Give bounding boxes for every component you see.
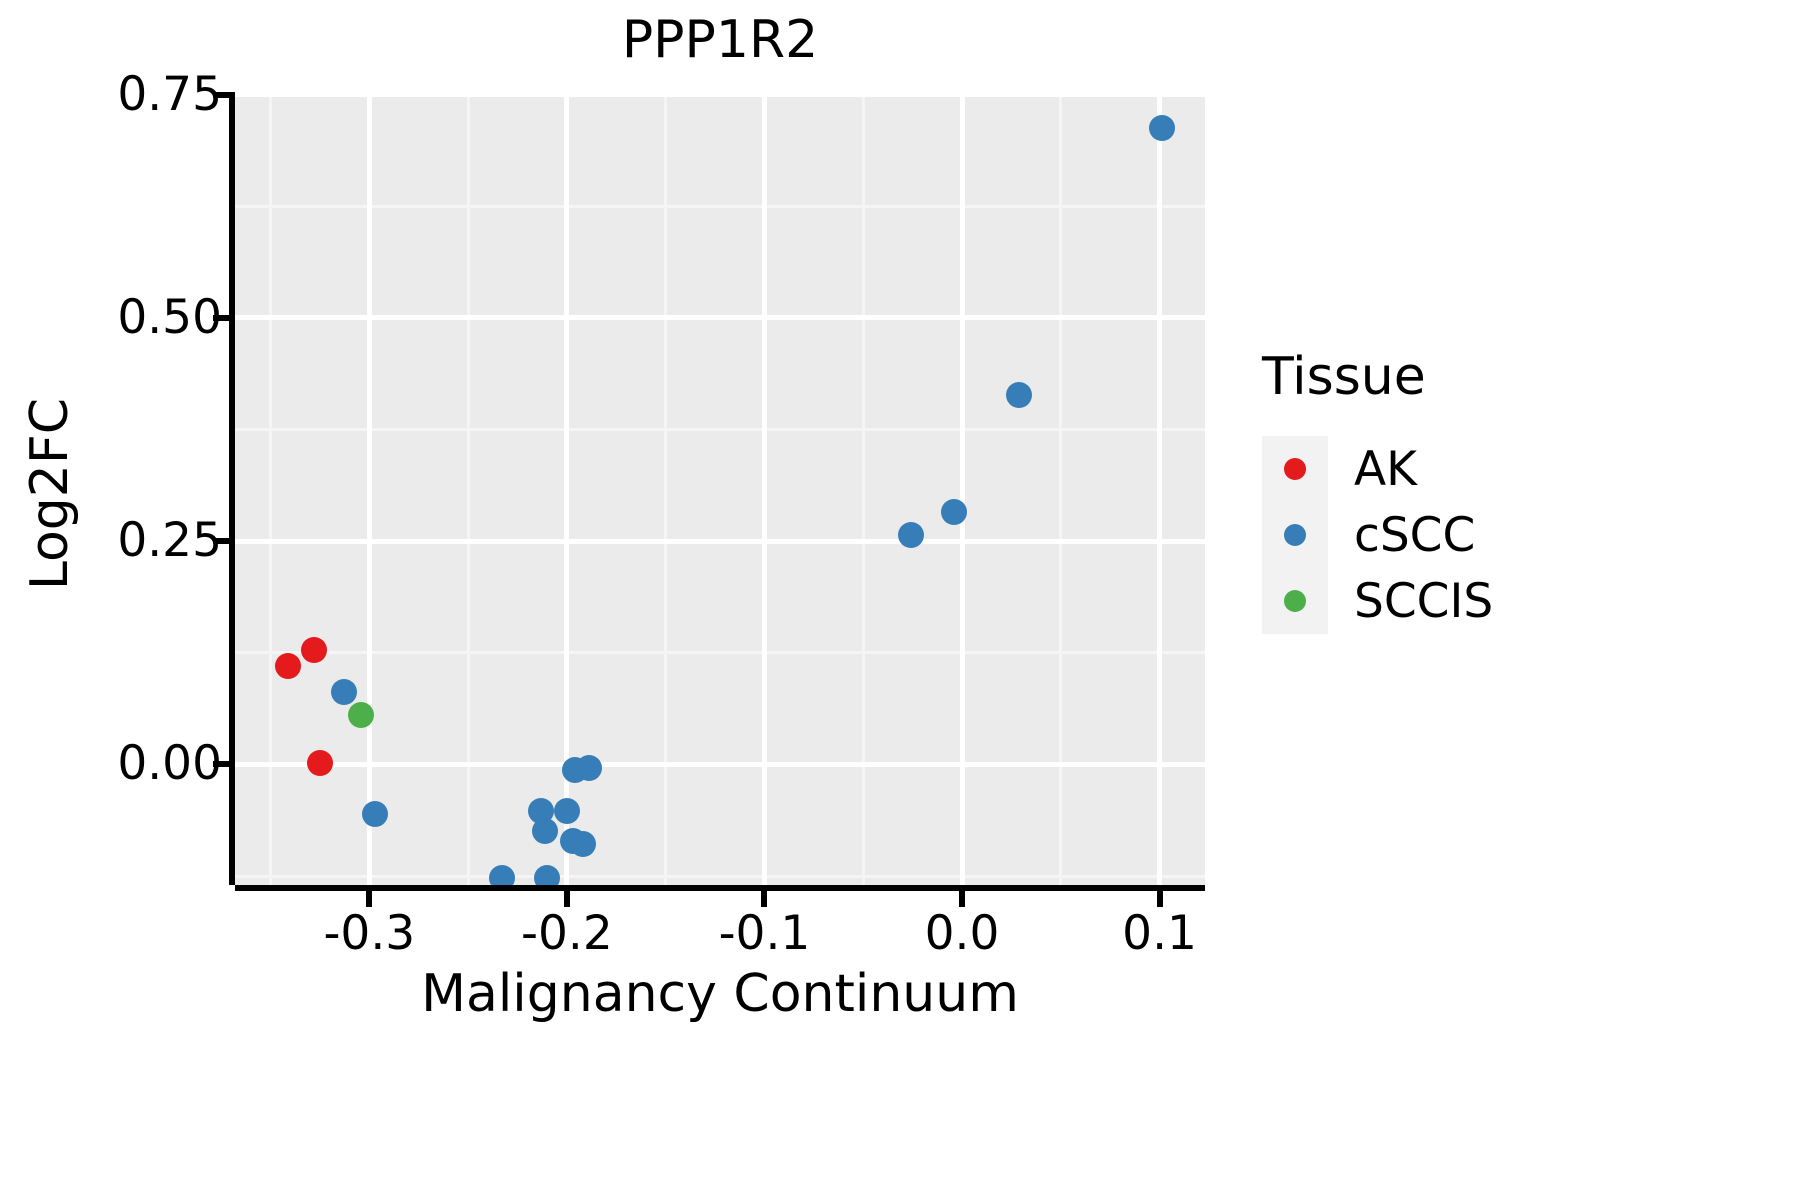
- legend-item-label: AK: [1354, 441, 1417, 497]
- legend-item-sccis[interactable]: SCCIS: [1262, 568, 1762, 634]
- gridline-minor-x: [1059, 92, 1063, 885]
- y-tick-mark: [213, 761, 229, 768]
- x-tick-label: -0.3: [323, 906, 416, 961]
- data-point-cscc: [941, 498, 968, 525]
- data-point-cscc: [532, 818, 559, 845]
- legend-key-swatch: [1262, 568, 1328, 634]
- data-point-cscc: [575, 755, 602, 781]
- data-point-cscc: [569, 830, 596, 857]
- legend-title: Tissue: [1262, 347, 1426, 407]
- gridline-major-y: [235, 538, 1205, 544]
- data-point-cscc: [362, 800, 389, 827]
- data-point-sccis: [348, 702, 375, 729]
- plot-panel: [235, 92, 1205, 885]
- data-point-cscc: [534, 864, 561, 885]
- data-point-cscc: [1006, 381, 1033, 408]
- legend-dot-icon: [1284, 590, 1306, 612]
- x-tick-mark: [1156, 891, 1163, 907]
- x-tick-mark: [761, 891, 768, 907]
- page-title: PPP1R2: [621, 10, 819, 70]
- legend-item-label: SCCIS: [1354, 573, 1494, 629]
- x-tick-label: 0.0: [924, 906, 1000, 961]
- y-tick-label: 0.00: [117, 736, 222, 792]
- y-tick-label: 0.25: [117, 513, 222, 569]
- data-point-ak: [275, 653, 302, 680]
- gridline-minor-y: [235, 651, 1205, 655]
- legend-dot-icon: [1284, 458, 1306, 480]
- gridline-minor-y: [235, 874, 1205, 878]
- data-point-cscc: [897, 521, 924, 548]
- x-tick-mark: [366, 891, 373, 907]
- gridline-minor-x: [861, 92, 865, 885]
- legend-key-swatch: [1262, 502, 1328, 568]
- x-axis-line: [235, 885, 1205, 891]
- data-point-ak: [301, 637, 328, 664]
- gridline-major-x: [564, 92, 570, 885]
- x-tick-label: -0.2: [521, 906, 613, 961]
- gridline-minor-x: [269, 92, 273, 885]
- legend-items: AK cSCC SCCIS: [1262, 436, 1762, 634]
- gridline-major-y: [235, 315, 1205, 321]
- legend-dot-icon: [1284, 524, 1306, 546]
- y-tick-mark: [213, 538, 229, 545]
- gridline-major-x: [1157, 92, 1163, 885]
- gridline-major-y: [235, 92, 1205, 98]
- gridline-major-x: [366, 92, 372, 885]
- x-axis-title: Malignancy Continuum: [421, 964, 1019, 1024]
- gridline-major-y: [235, 761, 1205, 767]
- legend: Tissue AK cSCC SCCIS: [1262, 348, 1762, 634]
- data-point-cscc: [553, 797, 580, 824]
- legend-key-swatch: [1262, 436, 1328, 502]
- gridline-major-x: [761, 92, 767, 885]
- gridline-minor-y: [235, 204, 1205, 208]
- y-tick-label: 0.50: [117, 289, 222, 345]
- gridline-minor-x: [466, 92, 470, 885]
- x-tick-mark: [959, 891, 965, 907]
- gridline-minor-x: [664, 92, 668, 885]
- x-tick-label: 0.1: [1122, 906, 1197, 961]
- data-point-cscc: [488, 864, 515, 885]
- y-tick-mark: [213, 314, 229, 321]
- x-tick-mark: [563, 891, 570, 907]
- data-point-ak: [306, 749, 333, 776]
- data-point-cscc: [1148, 114, 1175, 141]
- legend-item-ak[interactable]: AK: [1262, 436, 1762, 502]
- y-axis-title: Log2FC: [20, 397, 80, 591]
- y-tick-label: 0.75: [117, 66, 222, 122]
- y-tick-mark: [213, 91, 229, 98]
- x-tick-label: -0.1: [718, 906, 811, 961]
- gridline-major-x: [959, 92, 965, 885]
- gridline-minor-y: [235, 428, 1205, 432]
- legend-item-cscc[interactable]: cSCC: [1262, 502, 1762, 568]
- y-axis-line: [229, 92, 235, 885]
- data-point-cscc: [330, 679, 357, 706]
- legend-item-label: cSCC: [1354, 507, 1476, 563]
